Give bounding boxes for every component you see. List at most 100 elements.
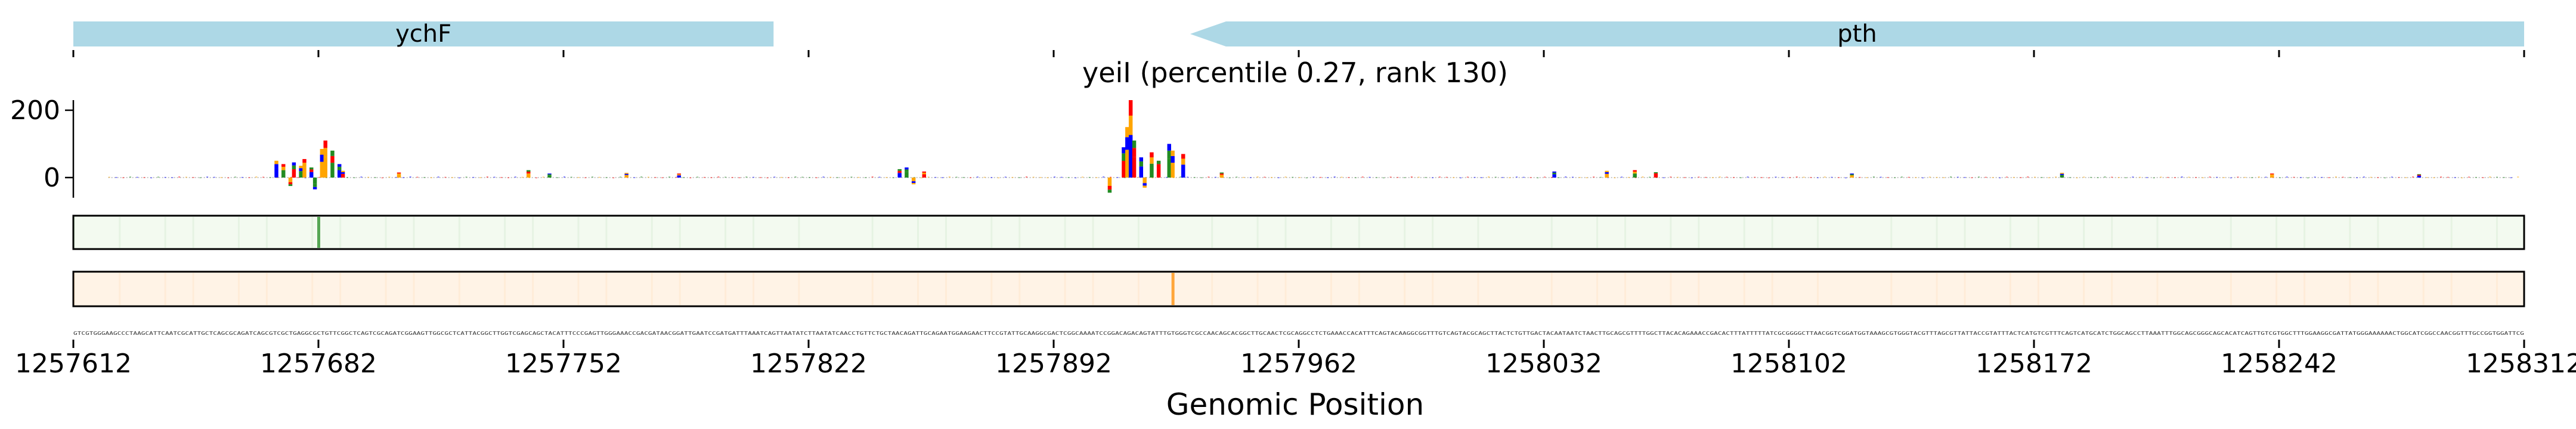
logo-noise-544 — [1978, 176, 1980, 178]
orange-track-faint-7 — [2450, 273, 2453, 305]
x-tick-label-0: 1257612 — [15, 349, 132, 379]
logo-noise-596 — [2160, 176, 2162, 178]
logo-noise-366 — [1354, 177, 1357, 179]
logo-noise-652 — [2356, 177, 2358, 179]
x-tick-label-1: 1257682 — [260, 349, 377, 379]
orange-track-faint-27 — [1890, 273, 1893, 305]
sequence-logo — [108, 100, 2519, 193]
logo-noise-248 — [942, 177, 944, 178]
logo-peak-12-seg-1 — [340, 172, 345, 174]
logo-noise-394 — [1453, 177, 1455, 178]
logo-noise-372 — [1376, 177, 1378, 178]
logo-peak-24-seg-1 — [1125, 137, 1129, 150]
logo-noise-696 — [2510, 177, 2512, 179]
logo-noise-58 — [276, 177, 278, 179]
logo-noise-418 — [1537, 177, 1539, 179]
green-track-faint-35 — [2156, 217, 2159, 248]
logo-noise-416 — [1530, 177, 1532, 178]
logo-noise-458 — [1677, 176, 1679, 178]
logo-noise-80 — [353, 177, 355, 179]
logo-peak-3-seg-1 — [292, 165, 296, 170]
logo-noise-430 — [1578, 177, 1581, 178]
logo-peak-23-seg-2 — [1122, 147, 1126, 154]
y-tick-label-1: 200 — [10, 95, 60, 126]
logo-noise-94 — [402, 177, 404, 178]
logo-peak-33-seg-0 — [1181, 164, 1185, 178]
green-track-faint-7 — [2450, 217, 2453, 248]
logo-noise-324 — [1208, 176, 1210, 178]
logo-peak-25-seg-1 — [1128, 116, 1133, 135]
logo-noise-208 — [801, 176, 804, 178]
logo-peak-9-seg-2 — [323, 140, 327, 148]
logo-noise-108 — [451, 177, 454, 178]
logo-noise-280 — [1054, 176, 1055, 178]
orange-track-faint-35 — [2156, 273, 2159, 305]
logo-noise-268 — [1011, 176, 1014, 178]
x-tick-label-4: 1257892 — [995, 349, 1112, 379]
logo-noise-178 — [696, 176, 699, 178]
logo-noise-70 — [318, 176, 320, 178]
green-track-faint-5 — [1771, 217, 1773, 248]
logo-noise-284 — [1067, 177, 1070, 178]
orange-track-faint-50 — [2349, 273, 2351, 305]
logo-noise-110 — [458, 177, 460, 179]
logo-noise-194 — [753, 176, 755, 178]
logo-noise-64 — [297, 177, 299, 178]
green-track-faint-23 — [532, 217, 534, 248]
logo-noise-674 — [2433, 177, 2435, 179]
logo-noise-252 — [955, 176, 958, 178]
logo-noise-348 — [1292, 176, 1294, 178]
logo-noise-570 — [2069, 177, 2071, 178]
logo-peak-26-seg-1 — [1132, 148, 1137, 157]
logo-noise-612 — [2216, 176, 2218, 178]
logo-noise-360 — [1333, 176, 1336, 178]
orange-track-faint-41 — [1743, 273, 1745, 305]
logo-noise-556 — [2020, 177, 2022, 178]
logo-noise-34 — [192, 177, 194, 178]
green-track-faint-59 — [504, 217, 506, 248]
logo-noise-580 — [2104, 176, 2106, 178]
logo-noise-638 — [2306, 177, 2309, 179]
logo-noise-636 — [2300, 177, 2302, 178]
logo-noise-620 — [2244, 176, 2246, 178]
logo-noise-204 — [787, 177, 789, 178]
logo-noise-82 — [360, 176, 363, 178]
green-track-faint-26 — [1550, 217, 1553, 248]
orange-track-faint-16 — [605, 273, 608, 305]
logo-noise-658 — [2377, 177, 2379, 178]
x-tick-label-10: 1258312 — [2466, 349, 2576, 379]
logo-peak-0-seg-0 — [274, 168, 278, 178]
logo-peak-19-seg-2 — [905, 167, 909, 170]
logo-noise-322 — [1200, 177, 1203, 179]
logo-peak-19-seg-1 — [905, 169, 909, 172]
logo-noise-86 — [374, 177, 376, 178]
orange-track-faint-17 — [945, 273, 947, 305]
logo-noise-598 — [2167, 176, 2169, 178]
logo-noise-12 — [115, 177, 117, 178]
logo-noise-502 — [1831, 176, 1833, 178]
logo-noise-230 — [878, 176, 881, 178]
logo-noise-40 — [213, 176, 215, 178]
logo-noise-168 — [661, 177, 664, 179]
y-tick-label-0: 0 — [44, 163, 60, 193]
logo-noise-332 — [1236, 176, 1238, 178]
x-axis-label: Genomic Position — [1166, 387, 1424, 422]
logo-noise-220 — [843, 177, 846, 179]
logo-noise-88 — [381, 177, 383, 179]
green-track-faint-20 — [1964, 217, 1966, 248]
orange-track-faint-12 — [1698, 273, 1700, 305]
green-track-faint-49 — [2009, 217, 2011, 248]
logo-peak-14-seg-2 — [527, 170, 531, 172]
green-track-faint-15 — [265, 217, 268, 248]
green-track-faint-31 — [798, 217, 800, 248]
logo-peak-31-seg-0 — [1167, 158, 1171, 178]
logo-noise-44 — [227, 177, 230, 179]
green-track-faint-13 — [2037, 217, 2039, 248]
logo-noise-396 — [1460, 177, 1462, 179]
logo-noise-228 — [871, 176, 874, 178]
orange-track-faint-48 — [1670, 273, 1672, 305]
green-track-faint-30 — [458, 217, 460, 248]
logo-noise-50 — [248, 177, 250, 178]
logo-noise-160 — [633, 177, 636, 178]
logo-peak-35-seg-0 — [1552, 174, 1556, 178]
